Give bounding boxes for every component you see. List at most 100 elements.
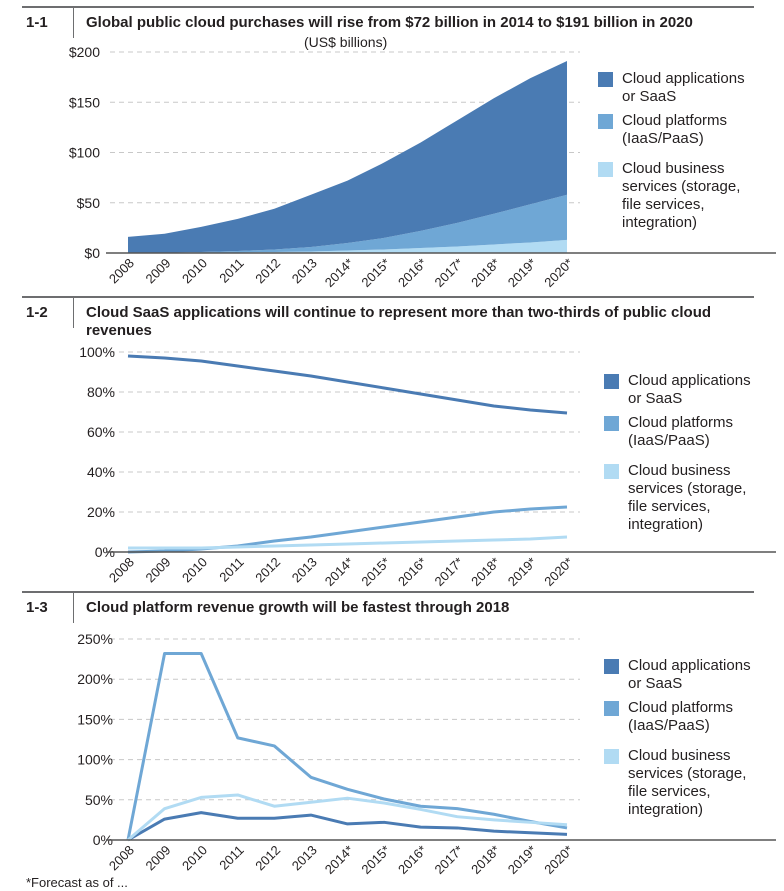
legend-1-1: Cloud applications or SaaS Cloud platforms…	[598, 70, 768, 238]
y-tick-label: 0%	[95, 544, 115, 560]
panel-1-1: 1-1 Global public cloud purchases will r…	[22, 6, 754, 298]
legend-label: Cloud platforms (IaaS/PaaS)	[628, 699, 734, 734]
x-tick-label: 2011	[216, 842, 246, 872]
legend-1-2: Cloud applications or SaaS Cloud platforms…	[604, 372, 774, 540]
area-platforms	[128, 194, 567, 253]
y-tick-label: 80%	[87, 384, 115, 400]
legend-swatch-saas	[604, 374, 619, 389]
y-tick-label: 20%	[87, 504, 115, 520]
x-tick-label: 2013	[289, 554, 320, 585]
legend-1-3: Cloud applications or SaaS Cloud platforms…	[604, 657, 774, 825]
panel-1-2: 1-2 Cloud SaaS applications will continu…	[22, 296, 754, 593]
y-tick-label: $0	[84, 245, 100, 261]
x-tick-label: 2009	[142, 554, 173, 585]
chart-subtitle: (US$ billions)	[304, 34, 388, 50]
area-saas	[128, 61, 567, 253]
legend-label: Cloud platforms (IaaS/PaaS)	[628, 414, 734, 449]
x-tick-label: 2017*	[432, 842, 467, 877]
legend-swatch-business	[598, 162, 613, 177]
panel-number: 1-2	[26, 304, 48, 321]
chart-title: Global public cloud purchases will rise …	[86, 14, 693, 31]
y-tick-label: $150	[69, 94, 100, 110]
x-tick-label: 2017*	[432, 255, 467, 290]
legend-swatch-business	[604, 749, 619, 764]
line-saas	[127, 811, 568, 842]
x-tick-label: 2018*	[468, 255, 503, 290]
x-tick-label: 2012	[252, 255, 283, 286]
panel-divider	[73, 8, 74, 38]
legend-item-platforms: Cloud platforms (IaaS/PaaS)	[598, 112, 768, 148]
panel-number: 1-1	[26, 14, 48, 31]
line-saas	[127, 354, 568, 415]
x-tick-label: 2017*	[432, 554, 467, 589]
y-tick-label: $100	[69, 145, 100, 161]
legend-label: Cloud platforms (IaaS/PaaS)	[622, 112, 728, 147]
x-tick-label: 2019*	[505, 554, 540, 589]
legend-swatch-saas	[598, 72, 613, 87]
footnote: *Forecast as of ...	[26, 875, 128, 890]
legend-item-saas: Cloud applications or SaaS	[604, 372, 774, 408]
x-tick-label: 2013	[289, 842, 320, 873]
x-tick-label: 2009	[142, 842, 173, 873]
chart-1-2: 0%20%40%60%80%100%2008 2009 2010 2011 2012 20…	[79, 344, 776, 589]
x-tick-label: 2011	[216, 554, 246, 584]
x-tick-label: 2010	[179, 842, 210, 873]
x-tick-label: 2020*	[541, 554, 576, 589]
legend-label: Cloud business services (storage, file ser…	[628, 747, 747, 818]
x-tick-label: 2015*	[358, 554, 393, 589]
x-tick-label: 2019*	[505, 255, 540, 290]
y-tick-label: 150%	[77, 711, 113, 727]
chart-title: Cloud platform revenue growth will be fa…	[86, 599, 510, 616]
y-tick-label: 50%	[85, 792, 113, 808]
legend-label: Cloud business services (storage, file ser…	[622, 160, 741, 231]
line-platforms	[126, 651, 568, 841]
x-tick-label: 2019*	[505, 842, 540, 877]
x-tick-label: 2014*	[322, 842, 357, 877]
line-business	[127, 793, 568, 842]
legend-swatch-saas	[604, 659, 619, 674]
x-tick-label: 2018*	[468, 554, 503, 589]
legend-item-saas: Cloud applications or SaaS	[598, 70, 768, 106]
y-tick-label: 60%	[87, 424, 115, 440]
legend-swatch-business	[604, 464, 619, 479]
x-tick-label: 2014*	[322, 554, 357, 589]
x-tick-label: 2016*	[395, 842, 430, 877]
x-tick-label: 2018*	[468, 842, 503, 877]
legend-label: Cloud business services (storage, file ser…	[628, 462, 747, 533]
panel-1-3: 1-3 Cloud platform revenue growth will b…	[22, 591, 754, 887]
y-tick-label: 0%	[93, 832, 113, 848]
legend-item-saas: Cloud applications or SaaS	[604, 657, 774, 693]
y-tick-label: $50	[77, 195, 101, 211]
panel-divider	[73, 593, 74, 623]
legend-item-platforms: Cloud platforms (IaaS/PaaS)	[604, 699, 774, 735]
x-tick-label: 2016*	[395, 554, 430, 589]
x-tick-label: 2011	[216, 255, 246, 285]
x-tick-label: 2012	[252, 554, 283, 585]
legend-swatch-platforms	[604, 701, 619, 716]
y-tick-label: 40%	[87, 464, 115, 480]
legend-label: Cloud applications or SaaS	[628, 657, 751, 692]
x-tick-label: 2020*	[541, 842, 576, 877]
x-tick-label: 2015*	[358, 842, 393, 877]
legend-item-platforms: Cloud platforms (IaaS/PaaS)	[604, 414, 774, 450]
chart-1-3: 0%50%100%150%200%250%2008 2009 2010 2011 201…	[77, 631, 776, 877]
x-tick-label: 2009	[142, 255, 173, 286]
legend-item-business: Cloud business services (storage, file ser…	[598, 160, 768, 232]
y-tick-label: 100%	[79, 344, 115, 360]
y-tick-label: 200%	[77, 671, 113, 687]
x-tick-label: 2010	[179, 554, 210, 585]
x-tick-label: 2013	[289, 255, 320, 286]
legend-item-business: Cloud business services (storage, file ser…	[604, 747, 774, 819]
x-tick-label: 2016*	[395, 255, 430, 290]
x-tick-label: 2008	[106, 255, 137, 286]
area-business	[128, 239, 567, 253]
legend-label: Cloud applications or SaaS	[622, 70, 745, 105]
line-business	[128, 535, 568, 550]
x-tick-label: 2012	[252, 842, 283, 873]
y-tick-label: 100%	[77, 752, 113, 768]
chart-title: Cloud SaaS applications will continue to…	[86, 304, 712, 339]
y-tick-label: 250%	[77, 631, 113, 647]
panel-divider	[73, 298, 74, 328]
legend-label: Cloud applications or SaaS	[628, 372, 751, 407]
x-tick-label: 2020*	[541, 255, 576, 290]
